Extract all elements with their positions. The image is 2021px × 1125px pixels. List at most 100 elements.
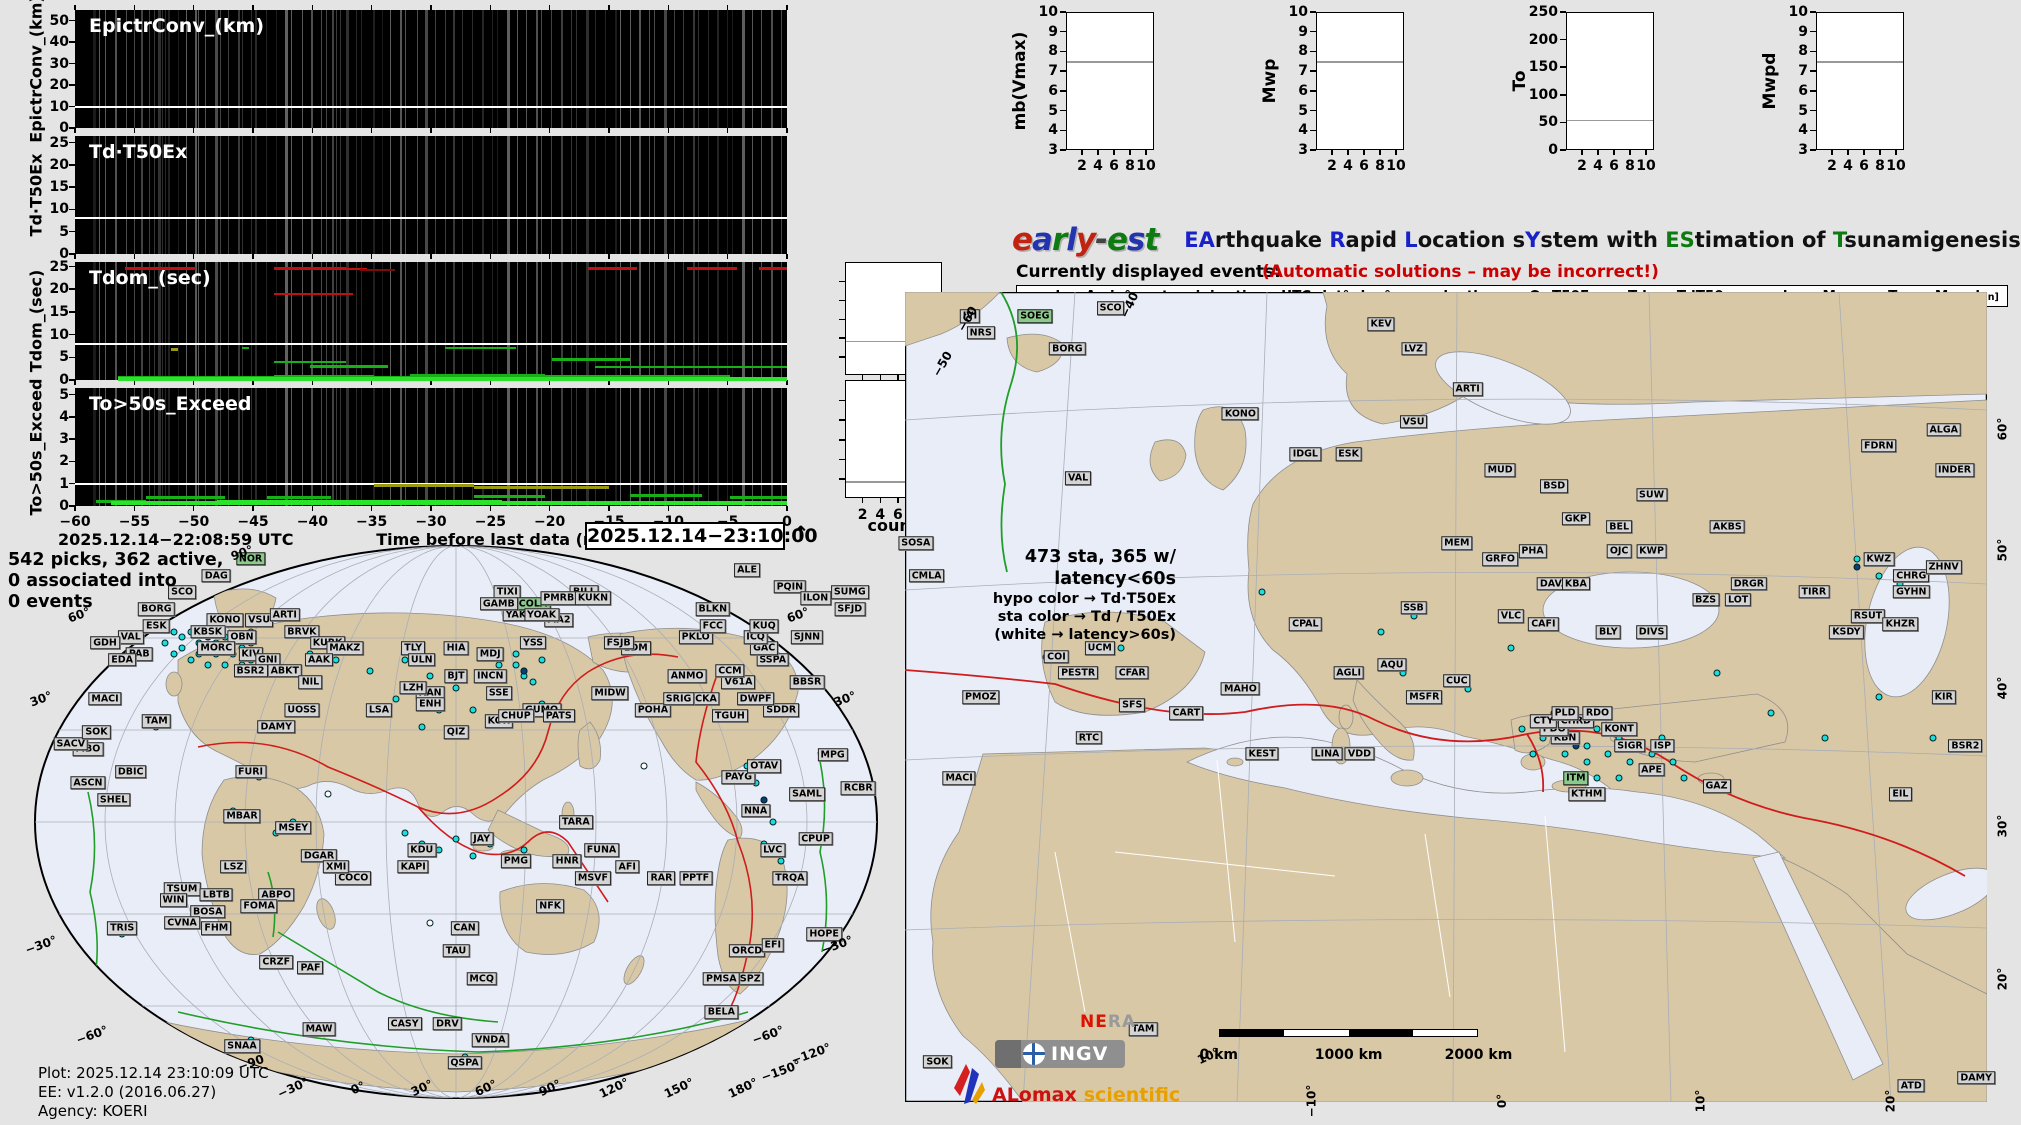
station-trace-line: [177, 136, 179, 254]
logo-letter: e: [1012, 222, 1033, 258]
station-dot: [221, 661, 229, 669]
x-tick-mark: [489, 128, 492, 133]
station-label-poha: POHA: [634, 703, 672, 717]
station-trace-line: [416, 388, 418, 506]
station-trace-line: [732, 388, 734, 506]
data-segment: [544, 374, 731, 378]
x-tick-mark: [608, 5, 610, 10]
station-trace-line: [585, 388, 589, 506]
x-tick-mark: [726, 380, 729, 385]
y-tick-label: 5: [59, 349, 69, 366]
title-segment: stem: [1540, 228, 1607, 252]
station-trace-line: [195, 136, 198, 254]
station-label-bel: BEL: [1606, 520, 1633, 534]
world-map-overlay: NOR DAG SCO BORG KONO VSU VAL KBSK ARTI OBN ESK PAB…: [23, 542, 884, 1102]
station-dot: [538, 656, 546, 664]
station-trace-line: [780, 262, 782, 380]
station-trace-line: [570, 136, 572, 254]
station-label-qspa: QSPA: [447, 1056, 482, 1070]
station-trace-line: [195, 262, 198, 380]
station-trace-line: [177, 262, 179, 380]
y-tick-label: 25: [49, 134, 69, 151]
station-trace-line: [727, 10, 729, 128]
station-label-efi: EFI: [761, 938, 784, 952]
station-trace-line: [355, 136, 357, 254]
x-tick-mark: [489, 380, 492, 385]
plot-metadata-line: Plot: 2025.12.14 23:10:09 UTC: [38, 1064, 269, 1082]
station-trace-line: [752, 10, 754, 128]
station-trace-line: [416, 10, 418, 128]
picks-summary: 542 picks, 362 active, 0 associated into 0…: [8, 550, 223, 613]
station-label-gdh: GDH: [90, 636, 120, 650]
station-trace-line: [653, 136, 655, 254]
station-trace-line: [198, 388, 200, 506]
y-tick-label: 20: [49, 156, 69, 173]
station-label-incn: INCN: [474, 669, 507, 684]
station-label-rsut: RSUT: [1850, 609, 1886, 623]
magnitude-y-tick: [1810, 109, 1816, 112]
y-tick-label: 10: [49, 326, 69, 343]
station-dot: [1518, 725, 1526, 733]
station-dot: [392, 695, 400, 703]
station-label-win: WIN: [159, 893, 188, 908]
station-label-ivi: IVI: [959, 309, 981, 324]
magnitude-x-tick-label: 8: [1875, 158, 1885, 174]
x-tick-mark: [786, 506, 788, 511]
station-dot: [452, 835, 460, 843]
station-trace-line: [250, 262, 252, 380]
station-trace-line: [648, 136, 650, 254]
station-trace-line: [302, 388, 304, 506]
histogram-y-tick: [839, 318, 845, 320]
station-trace-line: [250, 388, 252, 506]
station-trace-line: [434, 388, 436, 506]
station-trace-line: [400, 136, 403, 254]
station-trace-line: [551, 136, 553, 254]
histogram-y-tick: [839, 399, 845, 402]
histogram-y-tick: [839, 419, 845, 421]
station-dot: [769, 818, 777, 826]
station-trace-line: [585, 262, 589, 380]
station-trace-line: [742, 262, 746, 380]
station-trace-line: [339, 262, 341, 380]
station-trace-line: [149, 10, 151, 128]
station-trace-line: [648, 262, 650, 380]
station-trace-line: [228, 262, 230, 380]
station-trace-line: [482, 262, 485, 380]
data-segment: [687, 267, 738, 270]
station-label-ksdy: KSDY: [1829, 625, 1864, 639]
magnitude-y-tick-label: 6: [1298, 82, 1308, 99]
station-label-bsr2: BSR2: [233, 664, 268, 678]
station-label-qiz: QIZ: [443, 725, 469, 740]
x-tick-mark: [370, 128, 373, 133]
station-trace-line: [355, 10, 357, 128]
station-label-lsz: LSZ: [220, 860, 247, 874]
station-label-kir: KIR: [1931, 690, 1956, 704]
station-trace-line: [250, 10, 252, 128]
station-trace-line: [219, 262, 221, 380]
y-tick-mark: [69, 379, 75, 381]
logo-letter: l: [1066, 222, 1077, 258]
station-dot: [1583, 758, 1591, 766]
stations-summary-line: 473 sta, 365 w/ latency<60s: [1024, 547, 1176, 589]
station-label-idgl: IDGL: [1289, 447, 1321, 461]
station-trace-line: [551, 388, 553, 506]
y-tick-mark: [69, 230, 75, 233]
station-trace-line: [204, 10, 206, 128]
graticule-label: −40: [1117, 290, 1142, 321]
station-label-msvf: MSVF: [574, 871, 612, 885]
magnitude-y-tick-label: 10: [1788, 4, 1808, 20]
station-trace-line: [99, 10, 101, 128]
magnitude-x-tick-label: 10: [1636, 158, 1656, 174]
station-trace-line: [114, 262, 117, 380]
longitude-label: 0°: [1494, 1093, 1509, 1109]
system-title: EArthquake Rapid Location sYstem with ES…: [1184, 228, 2020, 252]
station-trace-line: [238, 388, 241, 506]
station-trace-line: [491, 10, 493, 128]
station-label-damy: DAMY: [257, 720, 296, 734]
black-sea: [1542, 571, 1720, 649]
station-trace-line: [157, 262, 161, 380]
station-trace-line: [400, 10, 403, 128]
x-tick-label: −40: [296, 514, 328, 530]
x-tick-mark: [430, 506, 432, 511]
station-label-kest: KEST: [1245, 746, 1279, 761]
